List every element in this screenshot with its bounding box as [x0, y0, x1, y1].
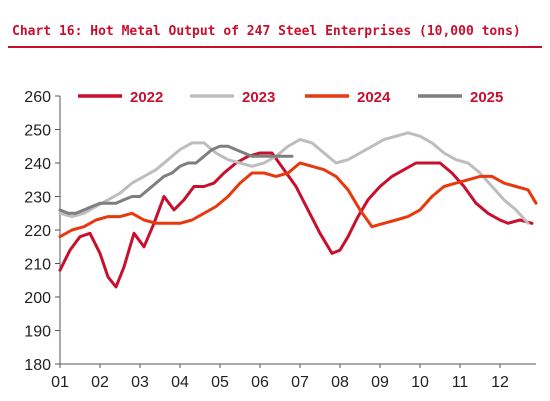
x-tick-label: 07 [291, 374, 309, 391]
x-tick-label: 01 [51, 374, 69, 391]
x-tick-label: 10 [411, 374, 429, 391]
legend: 2022 2023 2024 2025 [78, 89, 503, 106]
legend-label-2023: 2023 [242, 89, 275, 106]
x-tick-label: 08 [331, 374, 349, 391]
x-tick-label: 12 [491, 374, 509, 391]
series-line-2024 [58, 161, 538, 239]
y-tick-label: 230 [24, 190, 51, 207]
x-axis: 01 02 03 04 05 06 07 08 09 10 11 12 [51, 363, 536, 391]
series-line-2025 [58, 144, 294, 215]
x-tick-label: 03 [131, 374, 149, 391]
series-layer [58, 131, 538, 289]
legend-label-2024: 2024 [357, 89, 391, 106]
y-tick-label: 240 [24, 156, 51, 173]
y-tick-label: 180 [24, 357, 51, 374]
x-tick-label: 04 [171, 374, 189, 391]
y-axis: 180 190 200 210 220 230 240 250 260 [24, 89, 61, 374]
y-tick-label: 200 [24, 290, 51, 307]
y-tick-label: 220 [24, 223, 51, 240]
y-tick-label: 190 [24, 324, 51, 341]
x-tick-label: 11 [452, 374, 469, 391]
series-line-2023 [58, 131, 530, 225]
series-line-2022 [58, 151, 534, 289]
x-tick-label: 02 [91, 374, 109, 391]
title-underline [8, 46, 542, 48]
x-tick-label: 09 [371, 374, 389, 391]
y-tick-label: 210 [24, 257, 51, 274]
legend-label-2025: 2025 [470, 89, 503, 106]
chart-title: Chart 16: Hot Metal Output of 247 Steel … [12, 24, 521, 39]
x-tick-label: 05 [211, 374, 229, 391]
x-tick-label: 06 [251, 374, 269, 391]
chart-header: Chart 16: Hot Metal Output of 247 Steel … [0, 0, 550, 48]
y-tick-label: 250 [24, 123, 51, 140]
legend-label-2022: 2022 [130, 89, 163, 106]
y-tick-label: 260 [24, 89, 51, 106]
